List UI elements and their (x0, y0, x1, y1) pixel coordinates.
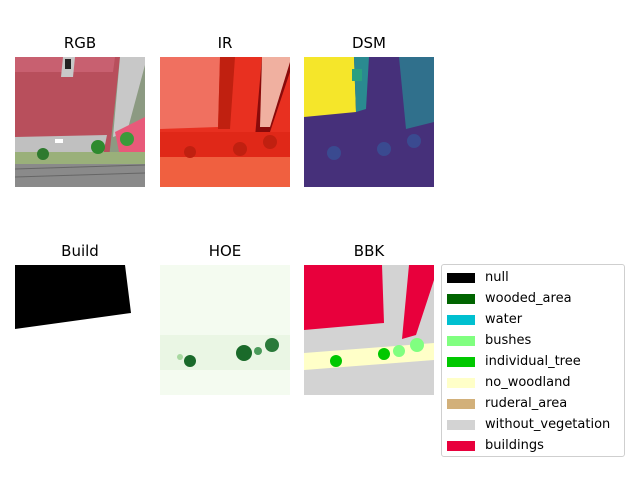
panel-title-ir: IR (217, 34, 233, 52)
legend-item-ruderal-area: ruderal_area (447, 397, 567, 411)
legend-swatch (447, 294, 475, 304)
legend-swatch (447, 441, 475, 451)
legend-item-without-vegetation: without_vegetation (447, 418, 610, 432)
legend-label: without_vegetation (485, 417, 611, 432)
legend-item-null: null (447, 271, 509, 285)
legend-item-wooded-area: wooded_area (447, 292, 572, 306)
legend-swatch (447, 378, 475, 388)
legend-item-individual-tree: individual_tree (447, 355, 581, 369)
legend-swatch (447, 315, 475, 325)
legend-label: water (485, 312, 523, 327)
legend-item-no-woodland: no_woodland (447, 376, 571, 390)
panel-title-build: Build (61, 242, 99, 260)
rgb-image (15, 57, 145, 187)
dsm-image (304, 57, 434, 187)
build-mask-image (15, 265, 145, 395)
legend-label: individual_tree (485, 354, 581, 369)
hoe-image (160, 265, 290, 395)
panel-title-rgb: RGB (63, 34, 97, 52)
legend: null wooded_area water bushes individual… (441, 264, 625, 457)
panel-title-hoe: HOE (208, 242, 242, 260)
legend-label: wooded_area (485, 291, 572, 306)
panel-title-bbk: BBK (353, 242, 385, 260)
legend-swatch (447, 399, 475, 409)
legend-item-buildings: buildings (447, 439, 544, 453)
legend-label: bushes (485, 333, 532, 348)
legend-label: buildings (485, 438, 544, 453)
legend-label: null (485, 270, 509, 285)
legend-swatch (447, 357, 475, 367)
ir-image (160, 57, 290, 187)
legend-swatch (447, 336, 475, 346)
legend-swatch (447, 420, 475, 430)
legend-label: ruderal_area (485, 396, 568, 411)
legend-item-bushes: bushes (447, 334, 531, 348)
legend-label: no_woodland (485, 375, 571, 390)
legend-swatch (447, 273, 475, 283)
bbk-image (304, 265, 434, 395)
panel-title-dsm: DSM (351, 34, 386, 52)
legend-item-water: water (447, 313, 522, 327)
